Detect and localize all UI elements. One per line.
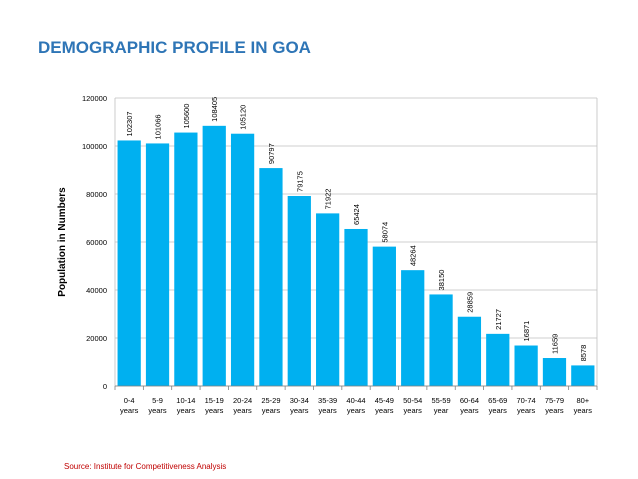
x-tick-label: 70-74 xyxy=(517,396,536,405)
bar xyxy=(486,333,510,386)
x-tick-label: 50-54 xyxy=(403,396,422,405)
x-tick-label: 80+ xyxy=(576,396,589,405)
bar xyxy=(174,132,198,386)
x-tick-label: 45-49 xyxy=(375,396,394,405)
bar xyxy=(571,365,595,386)
y-tick-label: 100000 xyxy=(82,142,107,151)
bar-value-label: 58074 xyxy=(380,222,389,243)
x-tick-label-unit: years xyxy=(517,406,536,415)
bar xyxy=(372,246,396,386)
bar xyxy=(259,168,283,386)
bar-value-label: 105120 xyxy=(239,105,248,130)
axes xyxy=(114,98,598,390)
x-tick-label-unit: years xyxy=(290,406,309,415)
x-tick-label: 40-44 xyxy=(346,396,365,405)
bar-value-label: 11659 xyxy=(550,334,559,354)
bar xyxy=(117,140,141,386)
bar xyxy=(230,133,255,386)
bar-value-label: 101066 xyxy=(154,114,163,139)
y-tick-label: 0 xyxy=(103,382,107,391)
bar xyxy=(344,228,368,386)
x-tick-label: 30-34 xyxy=(290,396,309,405)
x-tick-label-unit: years xyxy=(177,406,196,415)
x-tick-label-unit: years xyxy=(404,406,423,415)
bar-value-label: 28859 xyxy=(465,292,474,313)
x-tick-label-unit: years xyxy=(460,406,479,415)
x-tick-label: 65-69 xyxy=(488,396,507,405)
bar-value-label: 65424 xyxy=(352,204,361,225)
y-tick-label: 40000 xyxy=(86,286,107,295)
bar-value-label: 16871 xyxy=(522,321,531,342)
bar-value-label: 38150 xyxy=(437,270,446,291)
x-tick-label-unit: years xyxy=(148,406,167,415)
bar-value-label: 90797 xyxy=(267,143,276,164)
y-tick-label: 60000 xyxy=(86,238,107,247)
x-tick-label: 60-64 xyxy=(460,396,479,405)
bar xyxy=(542,358,567,386)
bar-value-label: 105600 xyxy=(182,104,191,129)
bar xyxy=(401,270,425,386)
x-tick-label-unit: years xyxy=(489,406,508,415)
bar-value-label: 79175 xyxy=(295,171,304,192)
bar xyxy=(287,195,311,386)
y-tick-label: 80000 xyxy=(86,190,107,199)
x-tick-label: 15-19 xyxy=(205,396,224,405)
x-tick-label: 5-9 xyxy=(152,396,163,405)
x-tick-label: 0-4 xyxy=(124,396,135,405)
x-tick-label: 55-59 xyxy=(431,396,450,405)
x-tick-label-unit: years xyxy=(205,406,224,415)
bar-value-label: 8578 xyxy=(579,345,588,362)
x-tick-label-unit: year xyxy=(434,406,449,415)
bar-value-label: 48264 xyxy=(409,245,418,266)
x-tick-label: 25-29 xyxy=(261,396,280,405)
bar xyxy=(429,294,453,386)
source-note: Source: Institute for Competitiveness An… xyxy=(64,462,227,471)
labels: 0 20000 40000 60000 80000 100000 120000 102307 0… xyxy=(82,94,592,415)
bar xyxy=(145,143,170,386)
bar xyxy=(457,316,482,386)
y-tick-label: 120000 xyxy=(82,94,107,103)
x-tick-label-unit: years xyxy=(574,406,593,415)
x-tick-label-unit: years xyxy=(262,406,281,415)
bar-value-label: 71922 xyxy=(324,189,333,210)
x-tick-label: 10-14 xyxy=(176,396,195,405)
x-tick-label-unit: years xyxy=(545,406,564,415)
x-tick-label: 75-79 xyxy=(545,396,564,405)
x-tick-label-unit: years xyxy=(318,406,337,415)
page-title: DEMOGRAPHIC PROFILE IN GOA xyxy=(38,38,311,57)
bars xyxy=(117,125,595,386)
y-tick-label: 20000 xyxy=(86,334,107,343)
bar xyxy=(316,213,340,386)
x-tick-label: 20-24 xyxy=(233,396,252,405)
bar xyxy=(202,125,226,386)
x-tick-label-unit: years xyxy=(375,406,394,415)
x-tick-label-unit: years xyxy=(120,406,139,415)
x-tick-label-unit: years xyxy=(347,406,366,415)
bar xyxy=(514,345,538,386)
x-tick-label-unit: years xyxy=(233,406,252,415)
bar-value-label: 21727 xyxy=(494,309,503,330)
bar-value-label: 102307 xyxy=(125,111,134,136)
y-axis-label: Population in Numbers xyxy=(57,187,68,297)
x-tick-label: 35-39 xyxy=(318,396,337,405)
bar-value-label: 108405 xyxy=(210,97,219,122)
